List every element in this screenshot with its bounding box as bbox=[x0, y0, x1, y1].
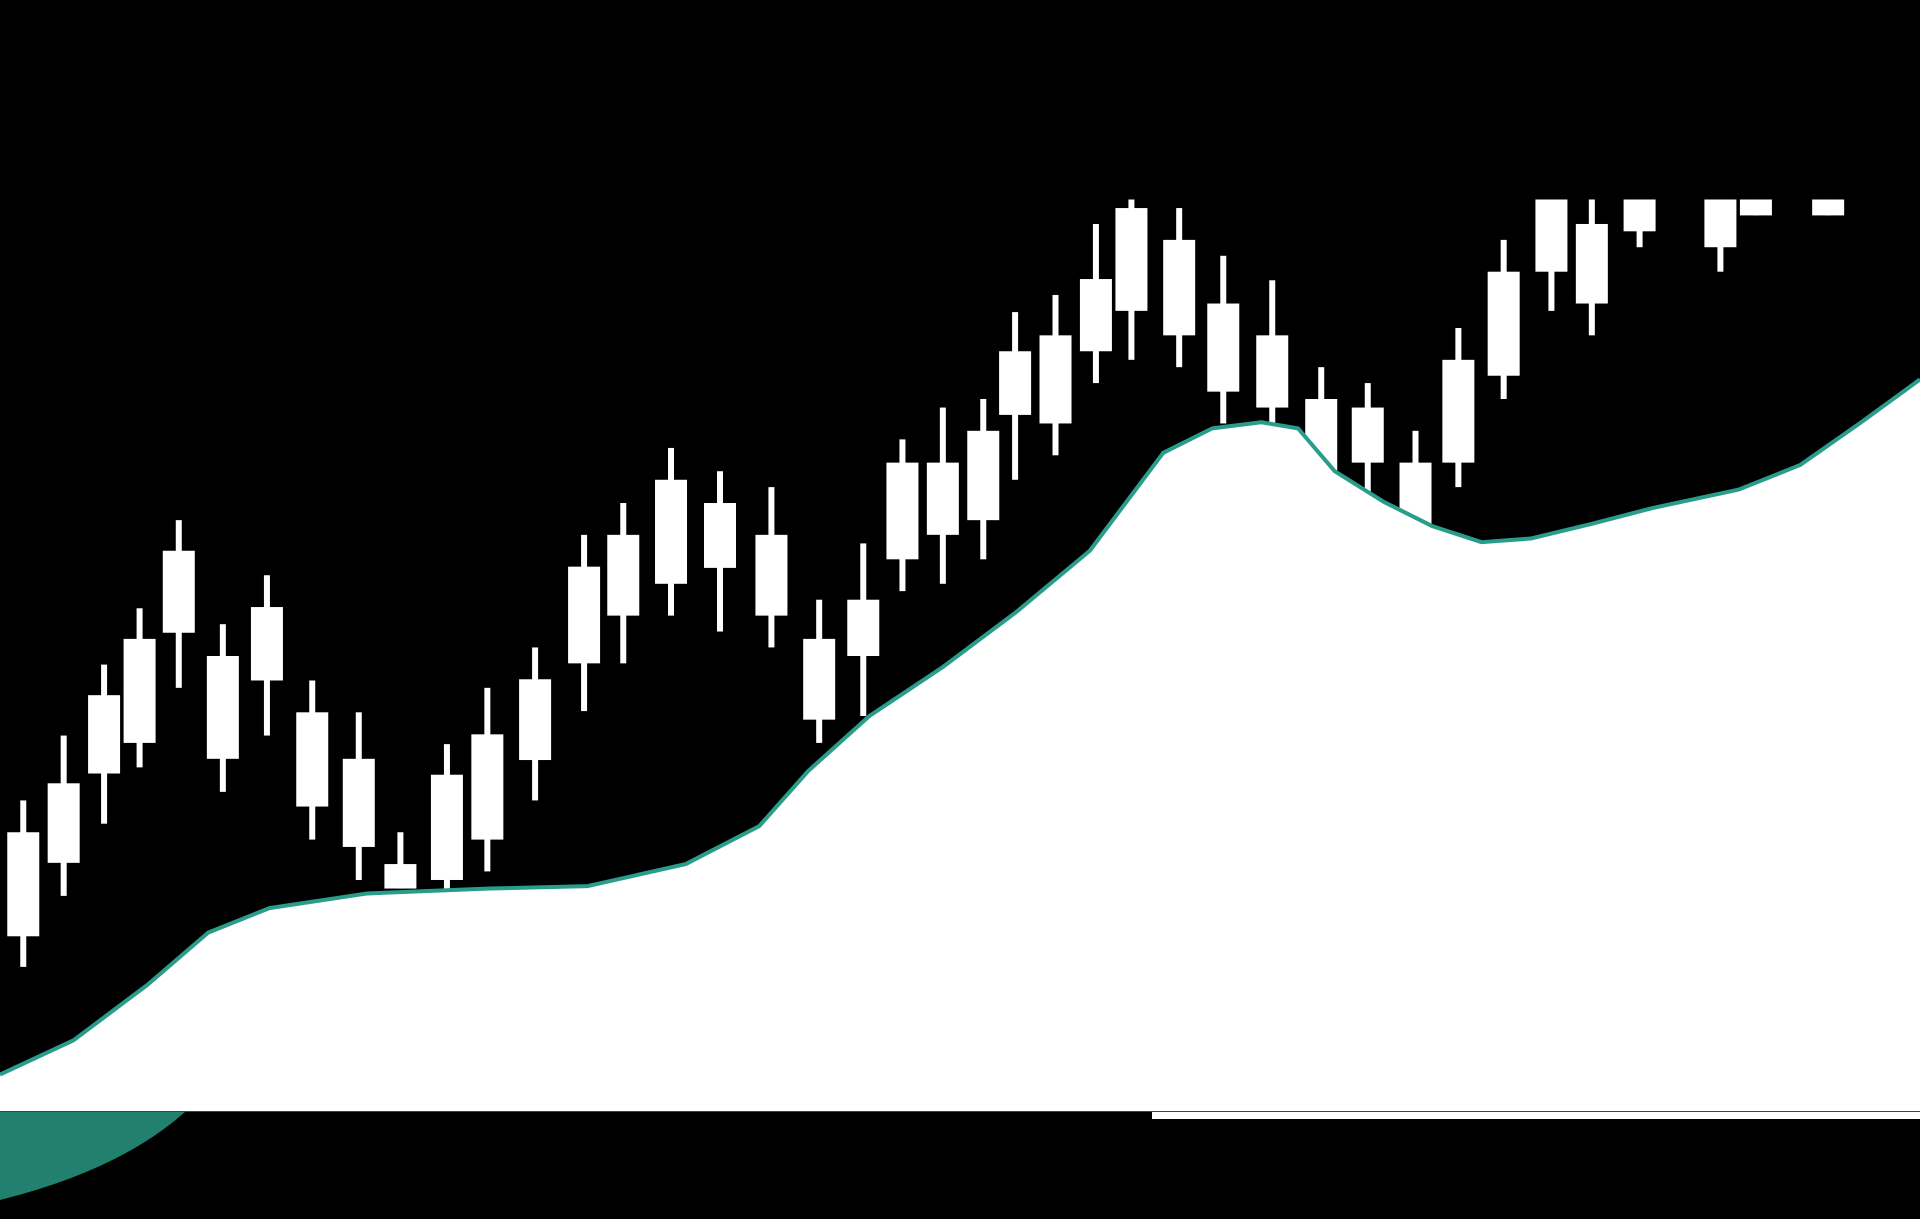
candle-body bbox=[1256, 335, 1289, 408]
decorative-teal-shape bbox=[0, 1112, 185, 1200]
candle-body bbox=[1039, 335, 1072, 424]
area-fill bbox=[0, 379, 1920, 1112]
candle-body bbox=[1442, 359, 1475, 463]
candle-body bbox=[88, 695, 121, 774]
candle-body bbox=[162, 550, 195, 633]
candle-body bbox=[250, 607, 283, 681]
candle-body bbox=[704, 503, 736, 568]
candle-body bbox=[206, 656, 239, 759]
candle-body bbox=[471, 734, 504, 840]
candle-body bbox=[7, 832, 40, 937]
candle-body bbox=[1812, 199, 1845, 216]
candle-body bbox=[755, 534, 788, 616]
candle-body bbox=[1623, 199, 1656, 232]
candle-body bbox=[296, 712, 329, 807]
candle-body bbox=[607, 534, 640, 616]
candle-body bbox=[803, 638, 836, 720]
candle-body bbox=[1487, 271, 1520, 376]
candle-body bbox=[1115, 208, 1148, 311]
candle-body bbox=[886, 462, 919, 560]
candle-body bbox=[926, 462, 959, 535]
candle-body bbox=[655, 479, 688, 584]
candle-body bbox=[123, 638, 156, 743]
candle-body bbox=[1535, 199, 1568, 272]
area-edge bbox=[0, 377, 1920, 1077]
candle-body bbox=[568, 566, 601, 664]
candle-wick bbox=[397, 832, 404, 889]
candle-body bbox=[847, 599, 880, 657]
candle-body bbox=[1163, 239, 1196, 336]
candle-body bbox=[384, 864, 417, 889]
candle-body bbox=[1351, 407, 1384, 463]
candle-body bbox=[1739, 199, 1772, 216]
candle-body bbox=[1575, 223, 1608, 304]
area-step bbox=[1152, 1112, 1920, 1119]
candle-body bbox=[1207, 303, 1240, 392]
candle-body bbox=[342, 758, 375, 847]
candle-body bbox=[999, 351, 1032, 415]
candle-body bbox=[967, 430, 1000, 521]
candle-body bbox=[430, 774, 463, 880]
candle-body bbox=[1079, 279, 1112, 352]
candle-body bbox=[1704, 199, 1737, 248]
candle-body bbox=[47, 783, 80, 863]
candle-body bbox=[519, 679, 552, 761]
